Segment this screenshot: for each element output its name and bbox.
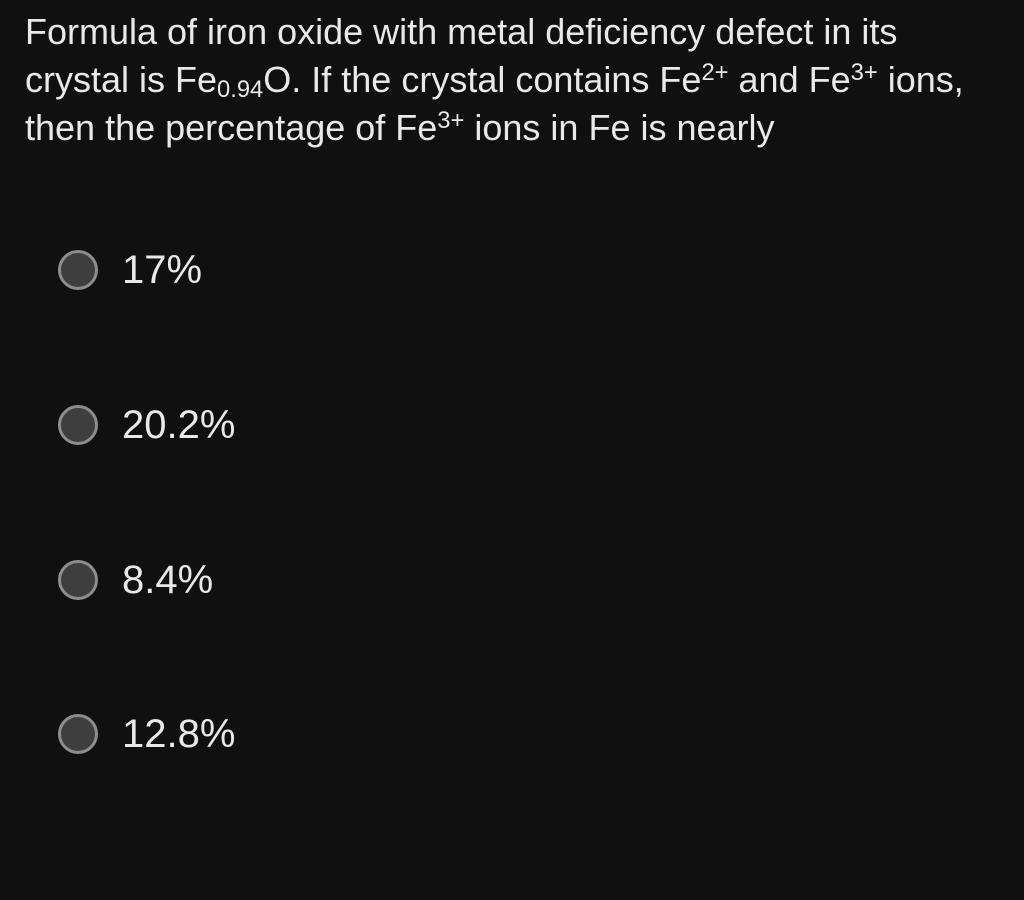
option-row-1[interactable]: 17% [58,247,202,293]
option-label: 20.2% [122,403,236,447]
option-label: 12.8% [122,712,236,756]
question-text: Formula of iron oxide with metal deficie… [25,11,964,148]
option-row-2[interactable]: 20.2% [58,402,235,448]
radio-button-icon[interactable] [58,560,98,600]
option-row-4[interactable]: 12.8% [58,711,235,757]
radio-button-icon[interactable] [58,405,98,445]
option-label: 8.4% [122,558,214,602]
radio-button-icon[interactable] [58,714,98,754]
option-label: 17% [122,248,203,292]
option-row-3[interactable]: 8.4% [58,557,213,603]
radio-button-icon[interactable] [58,250,98,290]
